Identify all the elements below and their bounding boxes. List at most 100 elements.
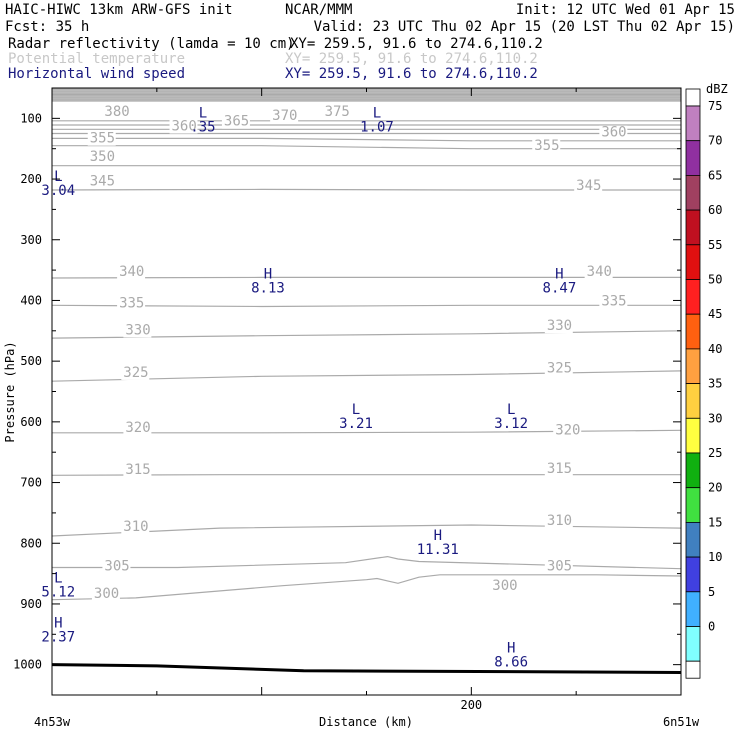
y-tick-label: 200 [20, 172, 42, 186]
theta-contour-360 [52, 137, 681, 142]
theta-label-bg [123, 421, 152, 436]
theta-label: 305 [104, 559, 129, 575]
colorbar-cell [685, 244, 701, 280]
theta-label: 320 [125, 420, 150, 436]
theta-label: 310 [123, 519, 148, 535]
theta-contour-300 [51, 574, 682, 601]
theta-label: 345 [576, 178, 601, 194]
colorbar-cell [685, 591, 701, 627]
wind-extremum-value: 3.12 [494, 416, 528, 432]
colorbar-level-label: 30 [708, 411, 722, 425]
theta-label: 315 [547, 461, 572, 477]
theta-contour-340 [51, 276, 681, 279]
x-axis-right-endpoint: 6n51w [663, 715, 700, 729]
field-1-xy: XY= 259.5, 91.6 to 274.6,110.2 [290, 36, 543, 52]
colorbar-level-label: 25 [708, 446, 722, 460]
theta-label: 345 [90, 174, 115, 190]
wind-extremum-kind: H [264, 267, 272, 283]
wind-extremum-kind: H [555, 267, 563, 283]
field-2-xy: XY= 259.5, 91.6 to 274.6,110.2 [285, 51, 538, 67]
theta-label: 360 [172, 118, 197, 134]
colorbar-level-label: 15 [708, 515, 722, 529]
colorbar-level-label: 20 [708, 481, 722, 495]
potential-temperature-labels: 380 375 370 365 360 360 355 355 350 345 345 340 340 3… [87, 104, 628, 602]
theta-label: 310 [547, 513, 572, 529]
wind-extremum-kind: L [352, 402, 360, 418]
theta-label-bg [544, 514, 573, 529]
field-1-name: Radar reflectivity (lamda = 10 cm) [8, 36, 295, 52]
theta-label-bg [87, 131, 116, 146]
theta-label: 370 [272, 108, 297, 124]
theta-label: 365 [224, 114, 249, 130]
theta-label-bg [102, 559, 131, 574]
colorbar-cell [685, 174, 701, 211]
theta-label: 305 [547, 559, 572, 575]
theta-label-bg [544, 361, 573, 376]
theta-label-bg [553, 423, 582, 438]
model-title: HAIC-HIWC 13km ARW-GFS init [5, 2, 233, 18]
theta-label: 360 [601, 125, 626, 141]
theta-label-bg [121, 520, 150, 535]
colorbar-cell [685, 140, 701, 176]
colorbar-level-label: 45 [708, 307, 722, 321]
y-tick-label: 400 [20, 293, 42, 307]
wind-extremum-kind: L [54, 571, 62, 587]
wind-extremum-kind: H [507, 640, 515, 656]
center-label: NCAR/MMM [285, 2, 352, 18]
theta-label: 325 [123, 365, 148, 381]
theta-contour-325 [51, 370, 682, 382]
distance-axis: 200 [51, 88, 682, 712]
wind-extremum-value: 11.31 [417, 542, 459, 558]
y-axis-title: Pressure (hPa) [3, 341, 17, 442]
colorbar-cell [685, 88, 701, 107]
wind-speed-extrema: L.35L1.07L3.04H8.13H8.47L3.21L3.12H11.31… [41, 106, 576, 671]
theta-label-bg [87, 149, 116, 164]
theta-label-bg [87, 174, 116, 189]
wind-extremum-value: 2.37 [41, 630, 75, 646]
colorbar-level-label: 55 [708, 238, 722, 252]
colorbar-level-label: 35 [708, 377, 722, 391]
y-tick-label: 700 [20, 476, 42, 490]
x-axis-title: Distance (km) [319, 715, 413, 729]
theta-label-bg [91, 586, 120, 601]
y-tick-label: 500 [20, 354, 42, 368]
colorbar-cell [685, 452, 701, 489]
y-tick-label: 900 [20, 597, 42, 611]
colorbar-cell [685, 556, 701, 593]
theta-label-bg [169, 119, 198, 134]
wind-extremum-kind: L [507, 402, 515, 418]
wind-extremum-kind: H [434, 528, 442, 544]
colorbar-level-label: 60 [708, 203, 722, 217]
theta-label: 300 [492, 578, 517, 594]
theta-label-bg [544, 319, 573, 334]
theta-label-bg [123, 463, 152, 478]
init-time: Init: 12 UTC Wed 01 Apr 15 [516, 2, 735, 18]
wind-extremum-kind: L [199, 106, 207, 122]
y-tick-label: 100 [20, 111, 42, 125]
theta-label: 315 [125, 462, 150, 478]
colorbar-level-label: 0 [708, 620, 715, 634]
wind-extremum-value: 8.66 [494, 654, 528, 670]
theta-label-bg [270, 109, 299, 124]
theta-label-bg [532, 138, 561, 153]
terrain-line [51, 663, 682, 674]
x-axis-left-endpoint: 4n53w [34, 715, 71, 729]
wind-extremum-value: 1.07 [360, 120, 394, 136]
theta-label: 355 [534, 138, 559, 154]
theta-contour-305 [52, 555, 682, 570]
colorbar-cell [685, 487, 701, 523]
pressure-axis: 100 200 300 400 500 600 700 800 900 1000 [13, 111, 681, 672]
colorbar-cell [685, 209, 701, 246]
colorbar-level-label: 5 [708, 585, 715, 599]
theta-label: 300 [94, 586, 119, 602]
field-3-name: Horizontal wind speed [8, 66, 185, 82]
theta-label-bg [117, 265, 146, 280]
field-3-xy: XY= 259.5, 91.6 to 274.6,110.2 [285, 66, 538, 82]
theta-contour-355 [52, 145, 681, 150]
theta-label-bg [490, 578, 519, 593]
wind-extremum-kind: L [373, 106, 381, 122]
terrain-surface-line [51, 663, 682, 674]
forecast-hour: Fcst: 35 h [5, 19, 89, 35]
theta-label-bg [544, 559, 573, 574]
theta-label-bg [574, 178, 603, 193]
